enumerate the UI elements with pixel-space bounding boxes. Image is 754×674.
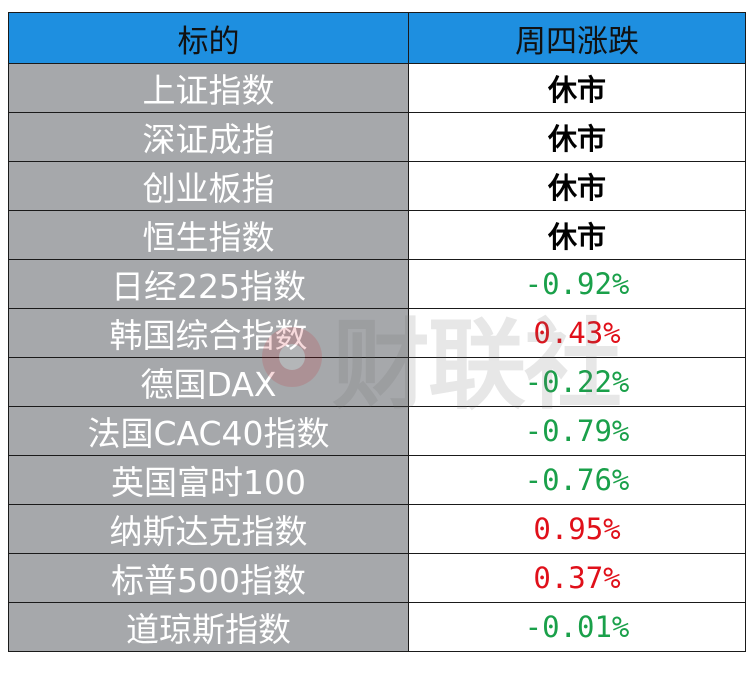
change-value: -0.22%	[408, 357, 746, 407]
change-value: 休市	[408, 210, 746, 260]
change-value: 休市	[408, 112, 746, 162]
table-row: 恒生指数 休市	[8, 210, 746, 260]
header-thursday-change: 周四涨跌	[408, 12, 746, 64]
table-header-row: 标的 周四涨跌	[8, 12, 746, 64]
table-row: 标普500指数 0.37%	[8, 553, 746, 603]
instrument-name: 德国DAX	[8, 357, 409, 407]
table-row: 纳斯达克指数 0.95%	[8, 504, 746, 554]
change-value: 0.37%	[408, 553, 746, 603]
instrument-name: 韩国综合指数	[8, 308, 409, 358]
table-row: 韩国综合指数 0.43%	[8, 308, 746, 358]
change-value: -0.79%	[408, 406, 746, 456]
market-change-table: 标的 周四涨跌 上证指数 休市 深证成指 休市 创业板指 休市 恒生指数 休市 …	[8, 12, 746, 652]
change-value: -0.92%	[408, 259, 746, 309]
table-row: 深证成指 休市	[8, 112, 746, 162]
instrument-name: 法国CAC40指数	[8, 406, 409, 456]
instrument-name: 恒生指数	[8, 210, 409, 260]
instrument-name: 标普500指数	[8, 553, 409, 603]
instrument-name: 道琼斯指数	[8, 602, 409, 652]
instrument-name: 上证指数	[8, 63, 409, 113]
table-row: 法国CAC40指数 -0.79%	[8, 406, 746, 456]
change-value: -0.76%	[408, 455, 746, 505]
change-value: 休市	[408, 63, 746, 113]
table-row: 英国富时100 -0.76%	[8, 455, 746, 505]
header-instrument: 标的	[8, 12, 409, 64]
instrument-name: 创业板指	[8, 161, 409, 211]
change-value: 0.95%	[408, 504, 746, 554]
instrument-name: 深证成指	[8, 112, 409, 162]
table-row: 上证指数 休市	[8, 63, 746, 113]
change-value: 休市	[408, 161, 746, 211]
table-row: 道琼斯指数 -0.01%	[8, 602, 746, 652]
instrument-name: 日经225指数	[8, 259, 409, 309]
change-value: -0.01%	[408, 602, 746, 652]
instrument-name: 纳斯达克指数	[8, 504, 409, 554]
change-value: 0.43%	[408, 308, 746, 358]
table-row: 日经225指数 -0.92%	[8, 259, 746, 309]
instrument-name: 英国富时100	[8, 455, 409, 505]
table-row: 德国DAX -0.22%	[8, 357, 746, 407]
table-row: 创业板指 休市	[8, 161, 746, 211]
